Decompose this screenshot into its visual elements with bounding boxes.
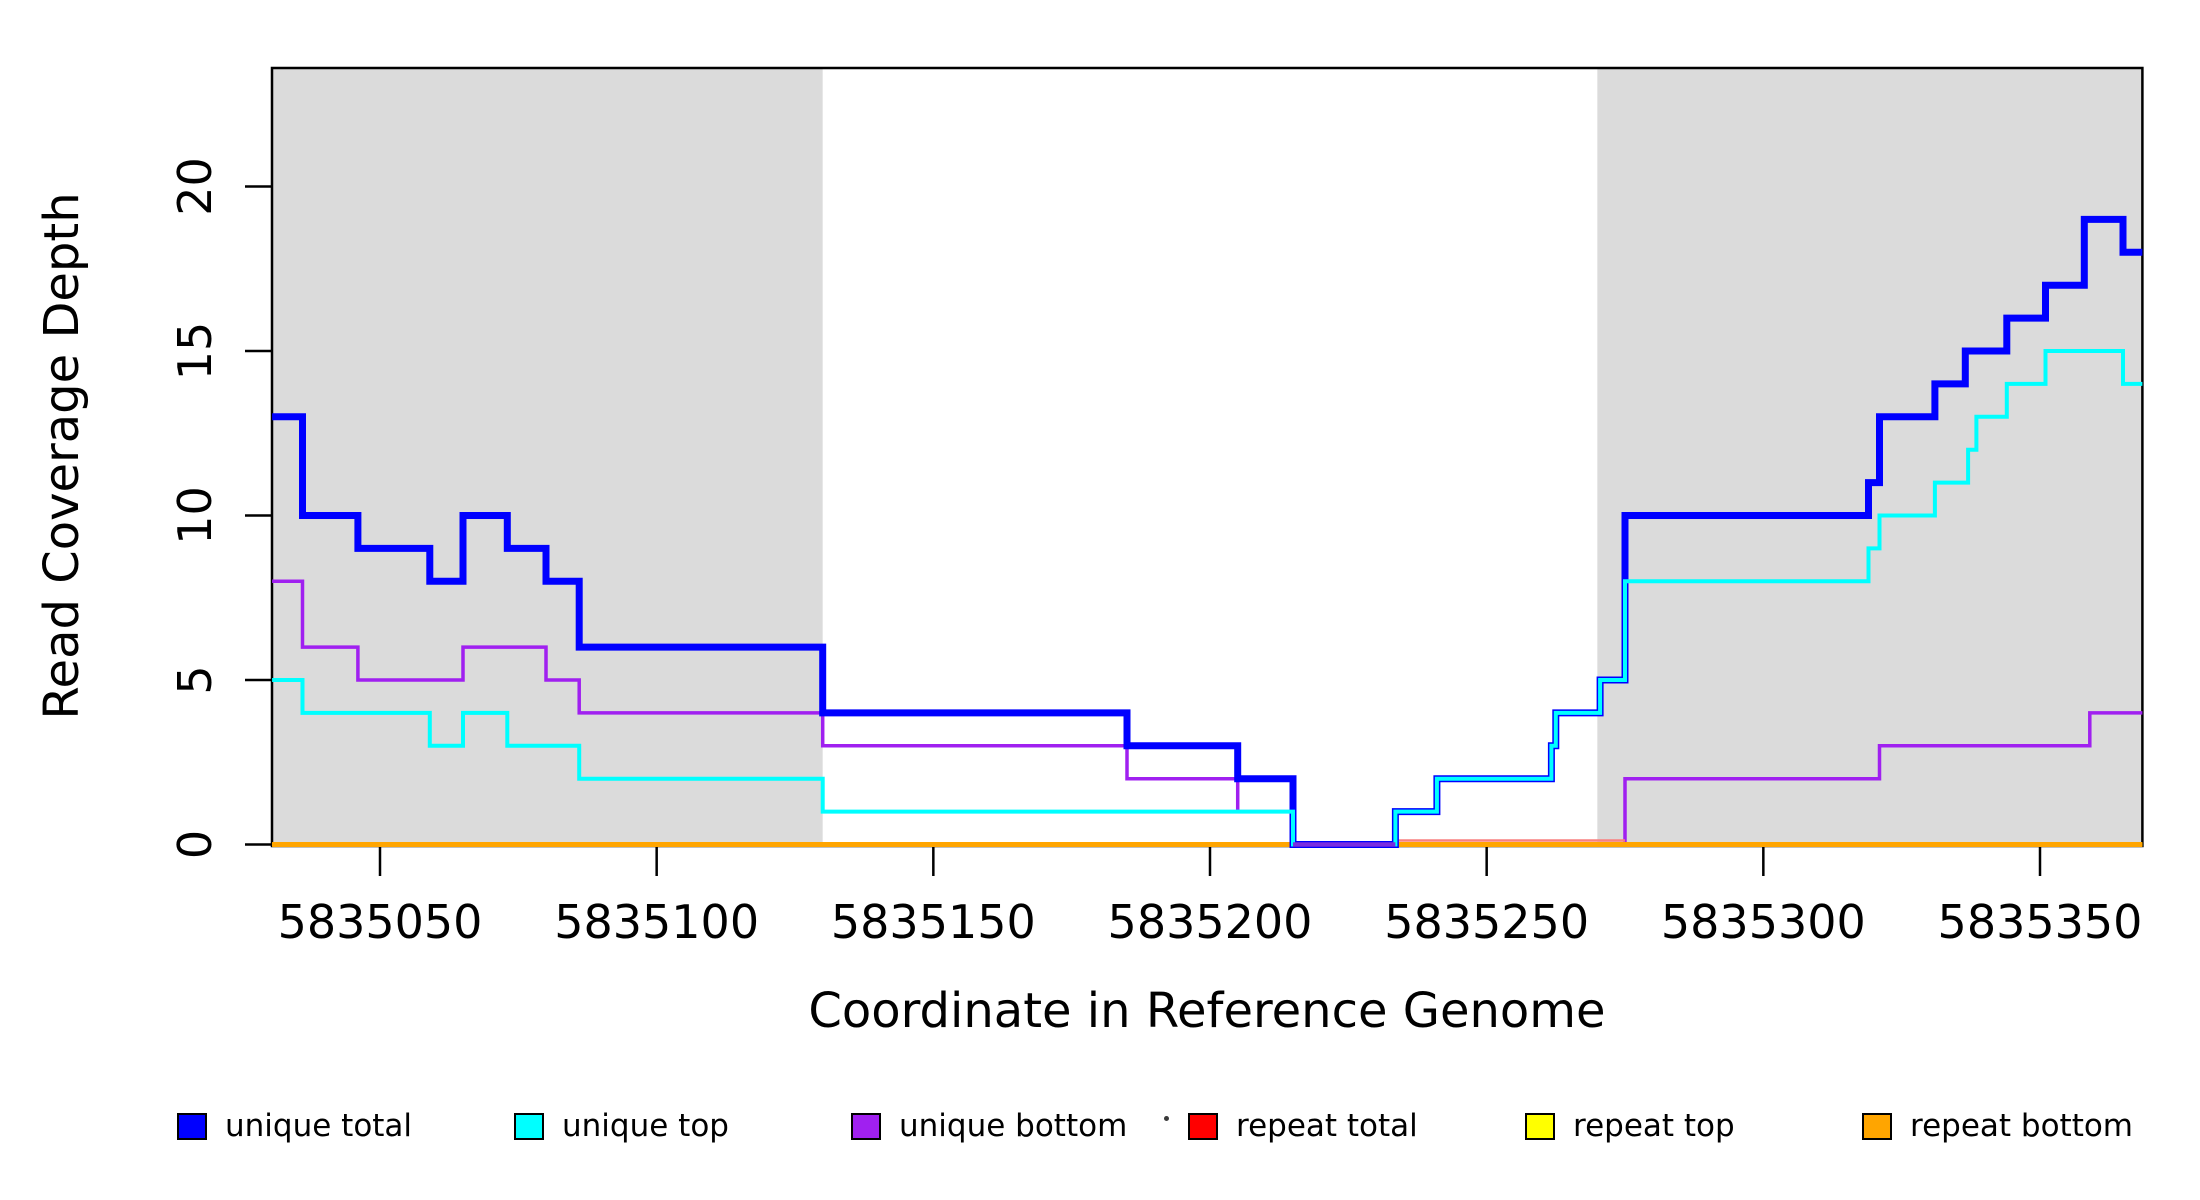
x-tick-label: 5835350 [1938,895,2143,949]
legend-label: repeat top [1573,1108,1735,1144]
y-tick-label: 0 [168,830,222,859]
series-line-unique-top [272,349,2143,847]
legend-swatch-unique-bottom [851,1112,881,1140]
legend-label: unique top [562,1108,729,1144]
x-tick-label: 5835300 [1661,895,1866,949]
y-axis-title: Read Coverage Depth [34,192,90,720]
legend-label: repeat bottom [1910,1108,2134,1144]
series-line-unique-bottom [272,579,2143,847]
legend-swatch-repeat-total [1188,1112,1218,1140]
stray-dot [1164,1116,1169,1121]
y-tick-label: 20 [168,157,222,216]
left-gray-band [272,69,823,845]
y-tick-label: 10 [168,486,222,545]
legend-item-unique-bottom: unique bottom [851,1108,1128,1144]
legend-item-unique-top: unique top [514,1108,729,1144]
legend-swatch-unique-total [177,1112,207,1140]
x-tick-label: 5835250 [1384,895,1589,949]
legend-swatch-repeat-top [1525,1112,1555,1140]
x-tick-label: 5835150 [831,895,1036,949]
legend-label: unique bottom [899,1108,1128,1144]
legend-item-unique-total: unique total [177,1108,413,1144]
x-axis-title: Coordinate in Reference Genome [808,983,1606,1039]
legend-label: repeat total [1236,1108,1418,1144]
y-tick-label: 15 [168,322,222,381]
legend-swatch-unique-top [514,1112,544,1140]
right-gray-band [1597,69,2143,845]
legend-item-repeat-top: repeat top [1525,1108,1735,1144]
x-tick-label: 5835050 [278,895,483,949]
legend-swatch-repeat-bottom [1862,1112,1892,1140]
y-tick-label: 5 [168,665,222,694]
legend-item-repeat-total: repeat total [1188,1108,1418,1144]
legend-item-repeat-bottom: repeat bottom [1862,1108,2134,1144]
x-tick-label: 5835100 [554,895,759,949]
x-tick-label: 5835200 [1108,895,1313,949]
legend-label: unique total [225,1108,413,1144]
